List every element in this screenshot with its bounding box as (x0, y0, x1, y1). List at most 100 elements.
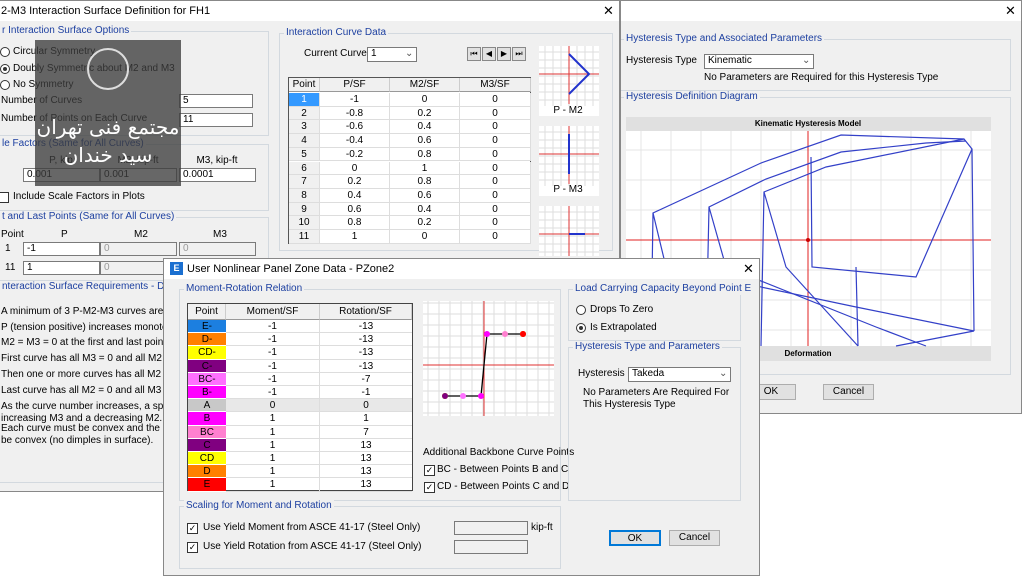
requirement-text: increasing M3 and a decreasing M2. (1, 413, 163, 424)
column-header: Point (289, 78, 320, 92)
text-input[interactable]: 0 (179, 242, 256, 256)
checkbox[interactable] (0, 192, 9, 203)
table-cell: 1 (226, 465, 320, 479)
table-cell: 0 (460, 120, 531, 135)
radio[interactable] (0, 80, 10, 90)
checkbox[interactable]: ✓ (187, 542, 198, 553)
nav-button[interactable]: ⏮ (467, 47, 481, 61)
text-input[interactable]: 0 (100, 242, 177, 256)
table-cell: -1 (226, 320, 320, 334)
origin (806, 238, 810, 242)
combo-arrow: ⌄ (802, 55, 811, 66)
hysteresis-curve (810, 148, 973, 278)
combo-box[interactable] (367, 47, 417, 62)
table-cell: 0.4 (390, 202, 460, 217)
window-title: User Nonlinear Panel Zone Data - PZone2 (187, 263, 395, 275)
combo-box[interactable] (704, 54, 814, 69)
radio[interactable] (576, 305, 586, 315)
nav-button[interactable]: ⏭ (512, 47, 526, 61)
requirement-text: As the curve number increases, a specifi… (1, 401, 200, 412)
text-input[interactable] (454, 521, 528, 535)
label: Additional Backbone Curve Points (423, 447, 575, 458)
column-header: M3/SF (460, 78, 531, 92)
combo-box[interactable] (628, 367, 731, 382)
label: Use Yield Rotation from ASCE 41-17 (Stee… (203, 541, 422, 552)
combo-arrow: ⌄ (405, 48, 414, 59)
group-title: r Interaction Surface Options (0, 25, 132, 37)
title-bar (621, 1, 1021, 21)
thumbnail (539, 206, 599, 256)
text-input[interactable]: 11 (179, 113, 253, 127)
checkbox[interactable]: ✓ (187, 523, 198, 534)
radio-dot (3, 66, 7, 71)
button[interactable]: OK (609, 530, 661, 546)
thumbnail (539, 126, 599, 196)
text-input[interactable]: 0.0001 (179, 168, 256, 182)
table-cell: 0 (226, 399, 320, 413)
nav-button[interactable]: ◀ (482, 47, 496, 61)
label: Hysteresis (578, 368, 625, 379)
table-cell: 5 (289, 147, 320, 162)
text-input[interactable]: -1 (23, 242, 100, 256)
button[interactable]: Cancel (669, 530, 720, 546)
table-cell: 9 (289, 202, 320, 217)
backbone-plot (423, 301, 554, 416)
table-cell: 0.4 (320, 188, 390, 203)
label: BC - Between Points B and C (437, 464, 569, 475)
column-header: M2/SF (390, 78, 460, 92)
point-cell: B- (188, 386, 226, 400)
table-cell: 0.8 (390, 147, 460, 162)
table-cell: -0.4 (320, 134, 390, 148)
requirement-text: Then one or more curves has all M2 > 0 a… (1, 369, 198, 380)
table-cell: 0.6 (390, 188, 460, 203)
point-cell: E (188, 478, 226, 492)
nav-button[interactable]: ▶ (497, 47, 511, 61)
group-title: Load Carrying Capacity Beyond Point E (573, 283, 754, 295)
table-cell: 8 (289, 188, 320, 203)
button[interactable]: Cancel (823, 384, 874, 400)
group-title: Scaling for Moment and Rotation (184, 500, 334, 512)
table-cell: 13 (320, 478, 412, 492)
table-cell: 0 (460, 175, 531, 189)
text-input[interactable] (454, 540, 528, 554)
table-cell: 0 (390, 230, 460, 244)
table-cell: 0.8 (390, 175, 460, 189)
radio[interactable] (0, 47, 10, 57)
table-cell: 13 (320, 452, 412, 466)
close-button[interactable]: ✕ (743, 261, 754, 276)
table-cell: 0.8 (320, 216, 390, 230)
table-cell: 0 (320, 161, 390, 176)
table-cell: 7 (320, 426, 412, 439)
watermark: مجتمع فنی تهران سید خندان (35, 40, 181, 186)
text-input[interactable]: 1 (23, 261, 100, 275)
point-cell: CD (188, 452, 226, 466)
backbone-point (502, 331, 508, 337)
backbone-point (460, 393, 466, 399)
hysteresis-curve (855, 266, 859, 347)
thumbnail (539, 46, 599, 116)
watermark-text: مجتمع فنی تهران (36, 115, 180, 139)
checkbox[interactable]: ✓ (424, 465, 435, 476)
table-cell: -1 (226, 386, 320, 400)
label: Drops To Zero (590, 304, 654, 315)
text-input[interactable]: 5 (179, 94, 253, 108)
column-header: Rotation/SF (320, 304, 412, 320)
table-cell: 0 (320, 399, 412, 413)
radio[interactable] (576, 323, 586, 333)
table-cell: 1 (390, 161, 460, 176)
table-cell: 1 (289, 93, 320, 107)
label: Current Curve (304, 48, 367, 59)
combo-arrow: ⌄ (719, 368, 728, 379)
close-button[interactable]: ✕ (603, 3, 614, 18)
table-cell: 0.4 (390, 120, 460, 135)
group-title: Hysteresis Definition Diagram (624, 91, 760, 103)
label: No Parameters are Required for this Hyst… (704, 72, 939, 83)
checkbox[interactable]: ✓ (424, 482, 435, 493)
close-button[interactable]: ✕ (1005, 3, 1016, 18)
table: Point P/SF M2/SF M3/SF 1 -1 0 0 2 -0.8 0.2 0 3 -0.6 0.… (288, 77, 531, 244)
radio[interactable] (0, 63, 10, 74)
table-cell: 11 (289, 230, 320, 244)
table-cell: 0 (460, 216, 531, 230)
